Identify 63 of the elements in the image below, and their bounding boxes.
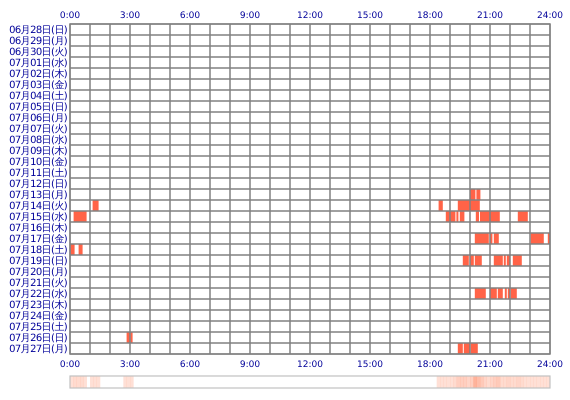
- y-tick-label: 07月05日(日): [9, 102, 68, 113]
- y-tick-label: 07月03日(金): [9, 79, 68, 91]
- bar: [474, 288, 486, 298]
- x-tick-label: 3:00: [120, 11, 140, 21]
- x-tick-label: 15:00: [357, 11, 384, 21]
- y-tick-label: 07月10日(金): [9, 156, 68, 168]
- bar: [126, 332, 130, 342]
- x2-tick-label: 9:00: [240, 360, 260, 370]
- y-tick-label: 07月12日(日): [9, 179, 68, 190]
- y-tick-label: 07月22日(水): [9, 288, 68, 300]
- bar: [74, 212, 87, 222]
- y-tick-label: 07月08日(水): [9, 134, 68, 146]
- y-tick-label: 07月23日(木): [9, 299, 68, 311]
- x-tick-label: 9:00: [240, 11, 260, 21]
- y-tick-label: 07月01日(水): [9, 57, 68, 69]
- y-tick-label: 07月19日(日): [9, 256, 68, 267]
- x-tick-label: 24:00: [537, 11, 564, 21]
- x-tick-label: 12:00: [297, 11, 324, 21]
- bar: [530, 234, 544, 244]
- x-tick-label: 6:00: [180, 11, 200, 21]
- y-tick-label: 07月11日(土): [9, 167, 68, 179]
- y-tick-label: 06月28日(日): [9, 25, 68, 36]
- y-tick-label: 07月27日(月): [9, 344, 68, 355]
- x2-tick-label: 24:00: [537, 360, 564, 370]
- y-tick-label: 07月20日(月): [9, 267, 68, 278]
- y-tick-label: 07月02日(木): [9, 68, 68, 80]
- y-tick-label: 07月25日(土): [9, 321, 68, 333]
- y-tick-label: 07月09日(木): [9, 145, 68, 157]
- x2-tick-label: 6:00: [180, 360, 200, 370]
- y-tick-label: 07月21日(火): [9, 277, 68, 289]
- bar: [512, 256, 522, 266]
- y-tick-label: 07月18日(土): [9, 244, 68, 256]
- x-tick-label: 18:00: [417, 11, 444, 21]
- y-tick-label: 07月04日(土): [9, 90, 68, 102]
- x2-tick-label: 21:00: [477, 360, 504, 370]
- x2-tick-label: 0:00: [60, 360, 80, 370]
- bar: [494, 234, 499, 244]
- x2-tick-label: 18:00: [417, 360, 444, 370]
- y-tick-label: 07月13日(月): [9, 190, 68, 201]
- y-tick-label: 07月15日(水): [9, 211, 68, 223]
- bar: [78, 244, 83, 254]
- bar: [518, 212, 528, 222]
- y-tick-label: 06月30日(火): [9, 46, 68, 58]
- x2-tick-label: 12:00: [297, 360, 324, 370]
- x-tick-label: 21:00: [477, 11, 504, 21]
- x2-tick-label: 3:00: [120, 360, 140, 370]
- y-tick-label: 07月26日(日): [9, 333, 68, 344]
- x-tick-label: 0:00: [60, 11, 80, 21]
- y-tick-label: 07月16日(木): [9, 222, 68, 234]
- bar: [92, 200, 99, 210]
- y-tick-label: 07月24日(金): [9, 310, 68, 322]
- x2-tick-label: 15:00: [357, 360, 384, 370]
- bar: [494, 256, 503, 266]
- y-tick-label: 07月14日(火): [9, 200, 68, 212]
- y-tick-label: 07月17日(金): [9, 233, 68, 245]
- y-tick-label: 06月29日(月): [9, 36, 68, 47]
- bar: [462, 256, 469, 266]
- y-tick-label: 07月07日(火): [9, 123, 68, 135]
- bar: [510, 288, 517, 298]
- bar: [474, 256, 482, 266]
- bar: [474, 234, 489, 244]
- bar: [438, 200, 443, 210]
- y-tick-label: 07月06日(月): [9, 113, 68, 124]
